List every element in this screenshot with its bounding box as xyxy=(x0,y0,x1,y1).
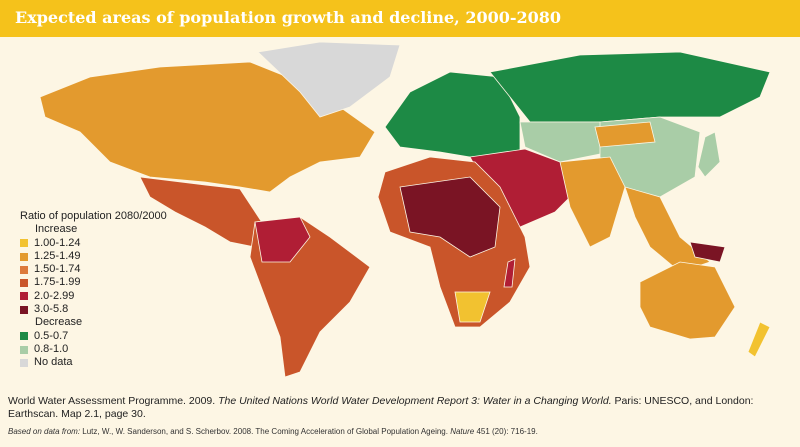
region-russia xyxy=(489,51,771,123)
legend-item: 1.00-1.24 xyxy=(20,237,167,250)
region-madagascar xyxy=(503,258,516,288)
region-south-asia xyxy=(559,156,626,248)
region-australia xyxy=(639,261,736,340)
legend-swatch xyxy=(20,239,28,248)
region-japan xyxy=(697,131,721,178)
region-southern-africa xyxy=(454,291,491,323)
region-greenland xyxy=(257,41,401,118)
map-title: Expected areas of population growth and … xyxy=(15,8,562,27)
region-north-america xyxy=(39,61,376,193)
legend-item: 1.50-1.74 xyxy=(20,263,167,276)
region-new-zealand xyxy=(747,321,771,358)
legend-swatch xyxy=(20,358,28,367)
map-legend: Ratio of population 2080/2000 Increase 1… xyxy=(20,210,167,370)
legend-decrease-heading: Decrease xyxy=(35,316,83,329)
legend-item: 2.0-2.99 xyxy=(20,290,167,303)
region-europe xyxy=(384,71,521,158)
citation: World Water Assessment Programme. 2009. … xyxy=(8,395,754,420)
region-new-guinea xyxy=(689,241,726,263)
legend-swatch xyxy=(20,279,28,288)
legend-item: 1.75-1.99 xyxy=(20,276,167,289)
legend-title: Ratio of population 2080/2000 xyxy=(20,210,167,222)
legend-increase-heading: Increase xyxy=(35,223,78,236)
legend-item: 1.25-1.49 xyxy=(20,250,167,263)
data-source: Based on data from: Lutz, W., W. Sanders… xyxy=(8,427,538,436)
legend-swatch xyxy=(20,252,28,261)
legend-item: No data xyxy=(20,356,167,369)
legend-swatch xyxy=(20,265,28,274)
legend-swatch xyxy=(20,292,28,301)
region-central-africa xyxy=(399,176,501,258)
legend-item: 3.0-5.8 xyxy=(20,303,167,316)
legend-swatch xyxy=(20,305,28,314)
legend-swatch xyxy=(20,332,28,341)
legend-swatch xyxy=(20,345,28,354)
world-map xyxy=(39,41,771,378)
legend-item: 0.5-0.7 xyxy=(20,330,167,343)
region-southeast-asia xyxy=(624,186,711,273)
region-central-asia xyxy=(519,121,611,163)
legend-item: 0.8-1.0 xyxy=(20,343,167,356)
region-mongolia xyxy=(594,121,656,148)
title-bar: Expected areas of population growth and … xyxy=(0,0,800,37)
region-south-america-north xyxy=(254,216,311,263)
region-central-america xyxy=(139,176,266,248)
